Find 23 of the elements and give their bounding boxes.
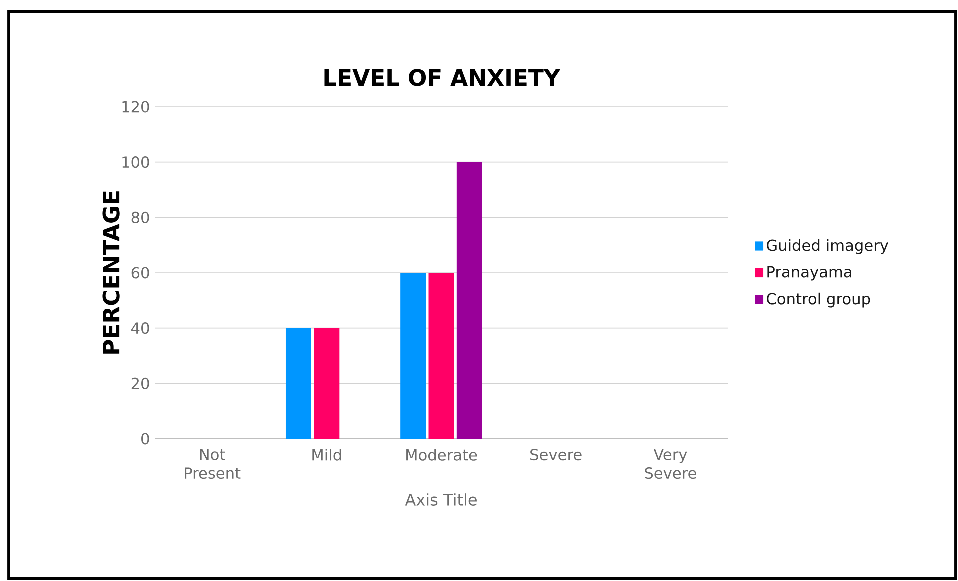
- x-tick-label: Not Present: [185, 449, 241, 480]
- y-tick-label: 100: [122, 156, 150, 168]
- legend-label: Guided imagery: [767, 239, 889, 254]
- x-axis-title: Axis Title: [405, 494, 477, 506]
- y-axis-title: PERCENTAGE: [102, 192, 120, 354]
- bar: [400, 272, 426, 439]
- y-tick-label: 40: [132, 322, 150, 334]
- bar: [428, 272, 454, 439]
- legend-label: Pranayama: [768, 266, 852, 281]
- x-tick-label: Very Severe: [645, 449, 696, 480]
- bar: [314, 328, 340, 439]
- y-tick-label: 20: [132, 378, 150, 390]
- y-tick-label: 0: [142, 433, 150, 445]
- x-tick-label: Severe: [530, 449, 582, 461]
- y-tick-label: 60: [132, 267, 150, 279]
- chart-title: LEVEL OF ANXIETY: [324, 69, 561, 86]
- x-tick-label: Moderate: [406, 449, 478, 461]
- bar: [286, 328, 312, 439]
- bar: [456, 162, 482, 439]
- y-tick-label: 80: [132, 212, 150, 224]
- x-tick-label: Mild: [312, 449, 342, 461]
- legend-label: Control group: [767, 292, 870, 308]
- y-tick-label: 120: [122, 101, 150, 113]
